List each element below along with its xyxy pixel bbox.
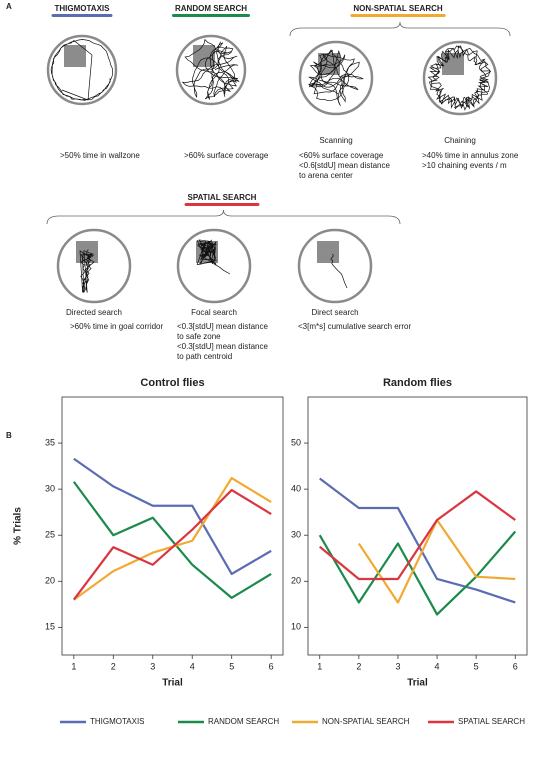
trajectory: [50, 39, 114, 101]
x-tick-label: 3: [150, 661, 155, 671]
series-line: [72, 488, 272, 601]
arena: [56, 228, 132, 304]
legend-label: NON-SPATIAL SEARCH: [322, 717, 410, 726]
x-tick-label: 2: [356, 661, 361, 671]
trajectory: [330, 253, 348, 289]
legend-label: THIGMOTAXIS: [90, 717, 145, 726]
goal-zone: [64, 45, 86, 67]
series-line: [73, 457, 272, 576]
arena: [175, 34, 247, 106]
panel-label: A: [6, 2, 12, 11]
strategy-name: Focal search: [191, 308, 237, 317]
criterion: to path centroid: [177, 352, 232, 361]
legend-label: SPATIAL SEARCH: [458, 717, 525, 726]
x-axis-label: Trial: [407, 678, 428, 689]
trajectory: [427, 45, 492, 111]
series-line: [319, 477, 516, 604]
criterion: >60% time in goal corridor: [70, 322, 163, 331]
y-tick-label: 50: [291, 437, 301, 447]
x-axis-label: Trial: [162, 678, 183, 689]
criterion: >60% surface coverage: [184, 151, 269, 160]
x-tick-label: 6: [269, 661, 274, 671]
arena: [422, 40, 498, 116]
criterion: to arena center: [299, 171, 353, 180]
x-tick-label: 4: [190, 661, 195, 671]
trajectory: [196, 239, 231, 275]
y-tick-label: 30: [291, 530, 301, 540]
group-brace: [289, 21, 511, 37]
strategy-heading: NON-SPATIAL SEARCH: [353, 4, 443, 13]
y-tick-label: 20: [291, 576, 301, 586]
criterion: <0.6[stdU] mean distance: [299, 161, 390, 170]
strategy-name: Direct search: [311, 308, 358, 317]
criterion: <0.3[stdU] mean distance: [177, 342, 268, 351]
criterion: to safe zone: [177, 332, 221, 341]
strategy-name: Chaining: [444, 136, 476, 145]
plot-frame: [61, 396, 284, 656]
heading-underline: [51, 14, 113, 17]
criterion: <60% surface coverage: [299, 151, 384, 160]
heading-underline: [350, 14, 446, 17]
plot-frame: [307, 396, 528, 656]
criterion: <0.3[stdU] mean distance: [177, 322, 268, 331]
arena: [176, 228, 252, 304]
criterion: >10 chaining events / m: [422, 161, 507, 170]
trajectory: [181, 38, 240, 100]
x-tick-label: 4: [435, 661, 440, 671]
x-tick-label: 6: [513, 661, 518, 671]
strategy-name: Scanning: [319, 136, 352, 145]
x-tick-label: 2: [111, 661, 116, 671]
group-brace: [46, 209, 401, 225]
legend-label: RANDOM SEARCH: [208, 717, 279, 726]
arena: [298, 40, 374, 116]
series-line: [318, 530, 517, 616]
x-tick-label: 3: [395, 661, 400, 671]
chart-title: Control flies: [140, 377, 204, 389]
y-tick-label: 15: [45, 622, 55, 632]
x-tick-label: 5: [229, 661, 234, 671]
x-tick-label: 1: [71, 661, 76, 671]
arena: [46, 34, 118, 106]
y-axis-label: % Trials: [13, 507, 24, 545]
y-tick-label: 35: [45, 437, 55, 447]
y-tick-label: 25: [45, 530, 55, 540]
strategy-heading: SPATIAL SEARCH: [188, 193, 257, 202]
criterion: >40% time in annulus zone: [422, 151, 519, 160]
trajectory: [79, 249, 95, 293]
series-line: [319, 490, 516, 581]
strategy-name: Directed search: [66, 308, 122, 317]
trajectory: [308, 49, 364, 106]
y-tick-label: 10: [291, 622, 301, 632]
chart-title: Random flies: [383, 377, 452, 389]
x-tick-label: 1: [317, 661, 322, 671]
panel-label: B: [6, 431, 12, 440]
y-tick-label: 20: [45, 576, 55, 586]
y-tick-label: 30: [45, 484, 55, 494]
criterion: <3[m*s] cumulative search error: [298, 322, 411, 331]
arena: [297, 228, 373, 304]
heading-underline: [172, 14, 250, 17]
heading-underline: [184, 203, 260, 206]
strategy-heading: THIGMOTAXIS: [55, 4, 111, 13]
criterion: >50% time in wallzone: [60, 151, 140, 160]
goal-zone: [193, 45, 215, 67]
x-tick-label: 5: [474, 661, 479, 671]
strategy-heading: RANDOM SEARCH: [175, 4, 247, 13]
series-line: [357, 518, 516, 604]
y-tick-label: 40: [291, 484, 301, 494]
goal-zone: [317, 241, 339, 263]
series-line: [72, 481, 272, 599]
